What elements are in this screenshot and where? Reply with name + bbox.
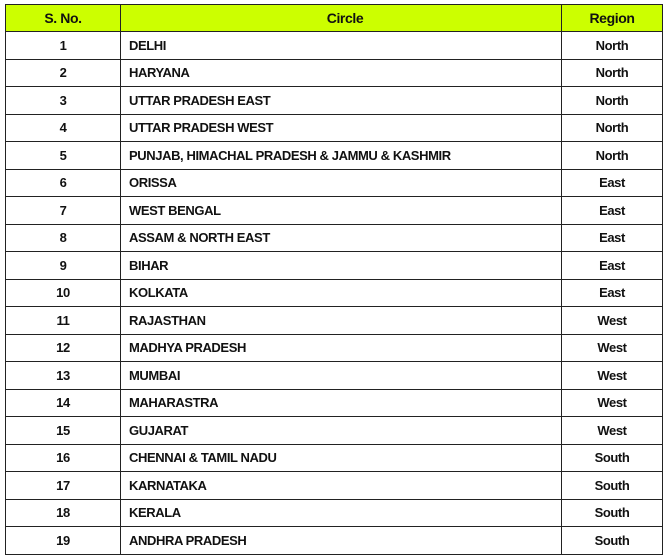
- cell-circle: MAHARASTRA: [120, 388, 562, 417]
- table-row: 1 DELHI North: [5, 31, 663, 60]
- cell-sno: 12: [5, 333, 121, 362]
- cell-sno: 7: [5, 196, 121, 225]
- cell-sno: 13: [5, 361, 121, 390]
- cell-circle: UTTAR PRADESH EAST: [120, 86, 562, 115]
- table-row: 11 RAJASTHAN West: [5, 306, 663, 335]
- circles-table: S. No. Circle Region 1 DELHI North 2 HARYANA…: [5, 4, 663, 555]
- cell-region: South: [561, 526, 663, 555]
- cell-circle: MUMBAI: [120, 361, 562, 390]
- cell-circle: WEST BENGAL: [120, 196, 562, 225]
- table-row: 8 ASSAM & NORTH EAST East: [5, 223, 663, 252]
- cell-sno: 1: [5, 31, 121, 60]
- cell-sno: 3: [5, 86, 121, 115]
- cell-sno: 8: [5, 223, 121, 252]
- cell-region: East: [561, 223, 663, 252]
- cell-region: North: [561, 141, 663, 170]
- cell-sno: 5: [5, 141, 121, 170]
- cell-sno: 9: [5, 251, 121, 280]
- cell-region: West: [561, 306, 663, 335]
- cell-sno: 18: [5, 498, 121, 527]
- cell-region: North: [561, 86, 663, 115]
- cell-circle: KOLKATA: [120, 278, 562, 307]
- cell-region: North: [561, 58, 663, 87]
- cell-sno: 2: [5, 58, 121, 87]
- cell-sno: 10: [5, 278, 121, 307]
- cell-region: East: [561, 251, 663, 280]
- cell-circle: CHENNAI & TAMIL NADU: [120, 443, 562, 472]
- cell-region: North: [561, 113, 663, 142]
- table-row: 18 KERALA South: [5, 498, 663, 527]
- cell-sno: 4: [5, 113, 121, 142]
- cell-circle: ASSAM & NORTH EAST: [120, 223, 562, 252]
- cell-circle: ANDHRA PRADESH: [120, 526, 562, 555]
- table-row: 19 ANDHRA PRADESH South: [5, 526, 663, 555]
- cell-circle: BIHAR: [120, 251, 562, 280]
- cell-sno: 19: [5, 526, 121, 555]
- table-row: 4 UTTAR PRADESH WEST North: [5, 113, 663, 142]
- cell-circle: KERALA: [120, 498, 562, 527]
- cell-circle: MADHYA PRADESH: [120, 333, 562, 362]
- cell-region: North: [561, 31, 663, 60]
- table-row: 16 CHENNAI & TAMIL NADU South: [5, 443, 663, 472]
- cell-sno: 17: [5, 471, 121, 500]
- table-row: 13 MUMBAI West: [5, 361, 663, 390]
- header-row: S. No. Circle Region: [5, 4, 663, 32]
- table-row: 6 ORISSA East: [5, 168, 663, 197]
- cell-circle: DELHI: [120, 31, 562, 60]
- cell-region: South: [561, 471, 663, 500]
- table-row: 9 BIHAR East: [5, 251, 663, 280]
- cell-region: East: [561, 196, 663, 225]
- cell-circle: PUNJAB, HIMACHAL PRADESH & JAMMU & KASHM…: [120, 141, 562, 170]
- cell-region: East: [561, 278, 663, 307]
- table-row: 7 WEST BENGAL East: [5, 196, 663, 225]
- cell-sno: 6: [5, 168, 121, 197]
- cell-region: West: [561, 361, 663, 390]
- table-row: 14 MAHARASTRA West: [5, 388, 663, 417]
- cell-circle: RAJASTHAN: [120, 306, 562, 335]
- table-row: 12 MADHYA PRADESH West: [5, 333, 663, 362]
- header-sno: S. No.: [5, 4, 121, 32]
- table-row: 15 GUJARAT West: [5, 416, 663, 445]
- header-region: Region: [561, 4, 663, 32]
- table-row: 2 HARYANA North: [5, 58, 663, 87]
- cell-sno: 14: [5, 388, 121, 417]
- header-circle: Circle: [120, 4, 562, 32]
- cell-sno: 15: [5, 416, 121, 445]
- cell-circle: HARYANA: [120, 58, 562, 87]
- cell-circle: KARNATAKA: [120, 471, 562, 500]
- table-row: 3 UTTAR PRADESH EAST North: [5, 86, 663, 115]
- cell-circle: GUJARAT: [120, 416, 562, 445]
- table-row: 10 KOLKATA East: [5, 278, 663, 307]
- cell-region: South: [561, 443, 663, 472]
- cell-region: South: [561, 498, 663, 527]
- cell-region: West: [561, 416, 663, 445]
- cell-sno: 16: [5, 443, 121, 472]
- cell-region: East: [561, 168, 663, 197]
- cell-region: West: [561, 388, 663, 417]
- table-row: 5 PUNJAB, HIMACHAL PRADESH & JAMMU & KASH…: [5, 141, 663, 170]
- cell-sno: 11: [5, 306, 121, 335]
- cell-circle: ORISSA: [120, 168, 562, 197]
- cell-region: West: [561, 333, 663, 362]
- cell-circle: UTTAR PRADESH WEST: [120, 113, 562, 142]
- table-row: 17 KARNATAKA South: [5, 471, 663, 500]
